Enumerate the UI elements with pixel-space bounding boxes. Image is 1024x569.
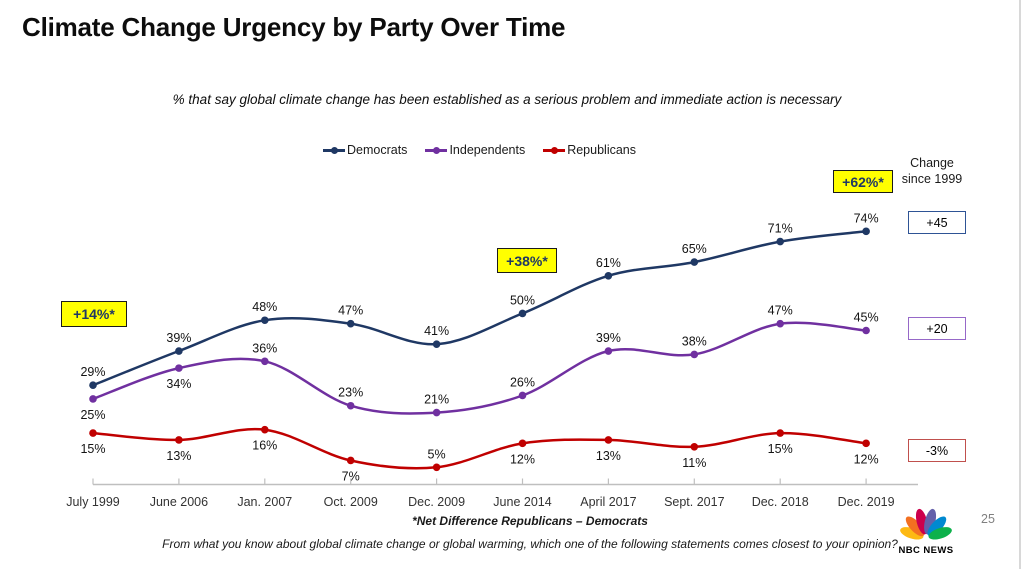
svg-text:Sept. 2017: Sept. 2017 — [664, 495, 725, 509]
svg-text:13%: 13% — [596, 449, 621, 463]
svg-text:74%: 74% — [854, 211, 879, 225]
change-heading-line1: Change — [910, 156, 954, 170]
footnote-net-difference: *Net Difference Republicans – Democrats — [412, 514, 648, 528]
change-box-democrats: +45 — [908, 211, 966, 234]
svg-text:47%: 47% — [338, 304, 363, 318]
change-box-independents: +20 — [908, 317, 966, 340]
svg-text:21%: 21% — [424, 393, 449, 407]
svg-text:July 1999: July 1999 — [66, 495, 120, 509]
svg-text:Dec. 2009: Dec. 2009 — [408, 495, 465, 509]
chart-legend: Democrats Independents Republicans — [0, 143, 959, 157]
svg-text:65%: 65% — [682, 242, 707, 256]
svg-text:12%: 12% — [510, 452, 535, 466]
change-heading-line2: since 1999 — [901, 171, 963, 186]
svg-text:38%: 38% — [682, 334, 707, 348]
svg-text:15%: 15% — [80, 442, 105, 456]
svg-text:7%: 7% — [342, 469, 360, 483]
legend-line-dot-icon — [323, 144, 345, 156]
legend-item-democrats: Democrats — [323, 143, 407, 157]
viewer-edge-divider — [1019, 0, 1021, 569]
svg-text:48%: 48% — [252, 300, 277, 314]
svg-text:12%: 12% — [854, 452, 879, 466]
net-difference-callout-2014: +38%* — [497, 248, 557, 273]
nbc-peacock-icon — [900, 508, 952, 540]
legend-line-dot-icon — [425, 144, 448, 156]
change-box-republicans: -3% — [908, 439, 966, 462]
svg-text:Dec. 2019: Dec. 2019 — [838, 495, 895, 509]
svg-text:45%: 45% — [854, 311, 879, 325]
legend-label: Democrats — [347, 143, 408, 157]
svg-text:39%: 39% — [596, 331, 621, 345]
legend-label: Independents — [449, 143, 526, 157]
svg-text:Oct. 2009: Oct. 2009 — [324, 495, 378, 509]
svg-text:61%: 61% — [596, 256, 621, 270]
svg-text:5%: 5% — [428, 447, 446, 461]
svg-text:11%: 11% — [682, 456, 706, 470]
svg-text:36%: 36% — [252, 341, 277, 355]
svg-text:41%: 41% — [424, 324, 449, 338]
svg-text:June 2014: June 2014 — [493, 495, 551, 509]
legend-item-independents: Independents — [425, 143, 525, 157]
legend-line-dot-icon — [543, 144, 566, 156]
page-number: 25 — [981, 512, 995, 526]
page-title: Climate Change Urgency by Party Over Tim… — [22, 12, 566, 42]
footnote-question: From what you know about global climate … — [162, 537, 898, 551]
svg-text:Jan. 2007: Jan. 2007 — [237, 495, 292, 509]
svg-text:Dec. 2018: Dec. 2018 — [752, 495, 809, 509]
nbc-news-logo: NBC NEWS — [893, 504, 959, 556]
svg-text:26%: 26% — [510, 375, 535, 389]
svg-text:April 2017: April 2017 — [580, 495, 636, 509]
svg-text:15%: 15% — [768, 442, 793, 456]
svg-text:13%: 13% — [166, 449, 191, 463]
svg-text:71%: 71% — [768, 222, 793, 236]
svg-text:47%: 47% — [768, 304, 793, 318]
svg-text:16%: 16% — [252, 439, 277, 453]
net-difference-callout-1999: +14%* — [61, 301, 127, 327]
svg-text:50%: 50% — [510, 293, 535, 307]
change-since-1999-heading: Change since 1999 — [896, 156, 968, 187]
nbc-news-wordmark: NBC NEWS — [898, 545, 954, 556]
svg-text:25%: 25% — [80, 408, 105, 422]
svg-text:29%: 29% — [80, 365, 105, 379]
svg-text:34%: 34% — [166, 377, 191, 391]
svg-text:June 2006: June 2006 — [150, 495, 208, 509]
legend-item-republicans: Republicans — [543, 143, 636, 157]
svg-text:23%: 23% — [338, 386, 363, 400]
svg-text:39%: 39% — [166, 331, 191, 345]
legend-label: Republicans — [567, 143, 636, 157]
chart-subtitle: % that say global climate change has bee… — [172, 92, 842, 107]
net-difference-callout-2019: +62%* — [833, 170, 893, 193]
